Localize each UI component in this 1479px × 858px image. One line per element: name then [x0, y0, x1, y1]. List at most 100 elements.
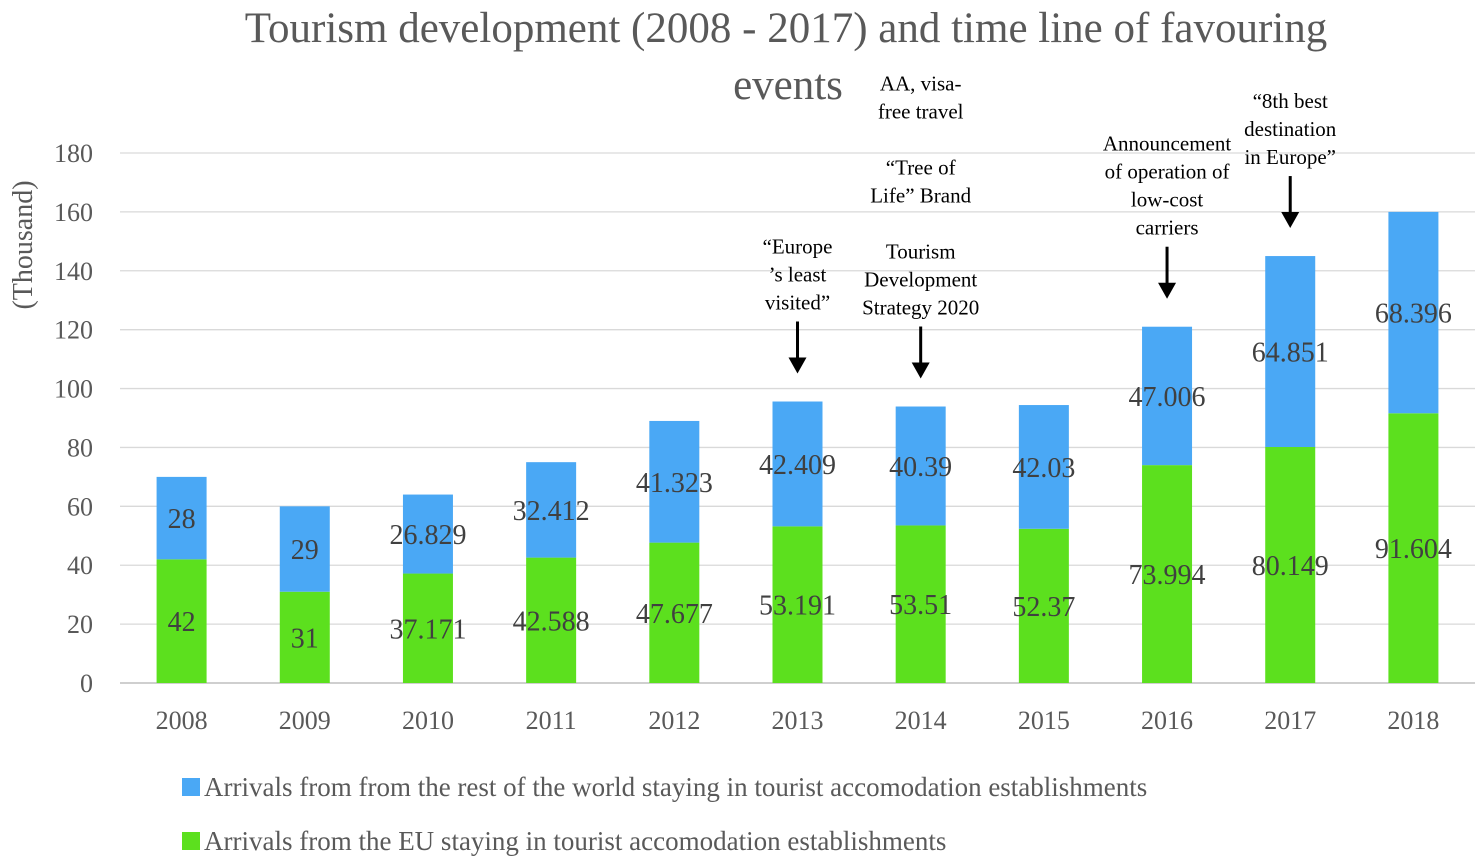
data-label-world-2017: 64.851 — [1252, 338, 1329, 369]
legend: Arrivals from from the rest of the world… — [182, 772, 1147, 856]
x-tick-label-2016: 2016 — [1141, 706, 1193, 735]
y-tick-label: 0 — [80, 669, 93, 698]
bar-world-2008 — [156, 476, 207, 560]
bars — [156, 211, 1439, 683]
y-tick-label: 20 — [67, 610, 93, 639]
data-label-eu-2016: 73.994 — [1129, 560, 1206, 591]
annotation-2013: “Europe ’s least visited” — [763, 235, 833, 374]
data-label-world-2008: 28 — [168, 504, 196, 535]
annotation-line: Strategy 2020 — [862, 296, 979, 320]
annotation-line: in Europe” — [1244, 145, 1336, 169]
bar-world-2011 — [526, 462, 577, 558]
y-tick-label: 40 — [67, 551, 93, 580]
y-tick-label: 160 — [54, 198, 93, 227]
x-tick-label-2011: 2011 — [526, 706, 577, 735]
annotation-2017: “8th best destination in Europe” — [1244, 89, 1337, 229]
data-label-world-2009: 29 — [291, 535, 319, 566]
bar-world-2018 — [1388, 211, 1439, 414]
annotation-line: of operation of — [1105, 160, 1230, 184]
annotation-line: “8th best — [1253, 89, 1328, 113]
x-tick-label-2017: 2017 — [1264, 706, 1316, 735]
bar-eu-2013 — [772, 526, 823, 683]
bar-eu-2009 — [279, 591, 330, 683]
data-label-eu-2012: 47.677 — [636, 599, 713, 630]
legend-label-world: Arrivals from from the rest of the world… — [204, 772, 1147, 802]
chart-title-line-2: events — [733, 62, 843, 109]
data-label-world-2010: 26.829 — [389, 520, 466, 551]
bar-eu-2014 — [895, 525, 946, 683]
data-label-eu-2010: 37.171 — [389, 614, 466, 645]
bar-eu-2018 — [1388, 413, 1439, 683]
bar-world-2012 — [649, 420, 700, 543]
annotation-line: visited” — [765, 291, 830, 315]
data-label-eu-2018: 91.604 — [1375, 534, 1452, 565]
data-label-eu-2015: 52.37 — [1012, 592, 1075, 623]
bar-world-2015 — [1018, 405, 1069, 529]
data-label-eu-2013: 53.191 — [759, 591, 836, 622]
x-tick-label-2018: 2018 — [1387, 706, 1439, 735]
annotation-line: ’s least — [769, 263, 827, 287]
bar-eu-2015 — [1018, 528, 1069, 683]
annotations: “Europe ’s least visited” AA, visa-free tra… — [763, 72, 1337, 379]
annotation-arrow-head — [1158, 282, 1177, 299]
annotation-line: Development — [864, 268, 977, 292]
bar-world-2017 — [1265, 256, 1316, 448]
annotation-line: Announcement — [1103, 132, 1231, 156]
y-tick-label: 140 — [54, 257, 93, 286]
annotation-2014: AA, visa-free travel “Tree of Life” Brand T… — [862, 72, 979, 379]
data-labels: 42 28 31 29 37.171 26.829 42.588 32.412 47.677 41… — [168, 299, 1452, 655]
legend-swatch-world — [182, 778, 200, 796]
annotation-arrow-head — [911, 362, 930, 379]
y-tick-label: 100 — [54, 375, 93, 404]
x-tick-label-2013: 2013 — [772, 706, 824, 735]
data-label-world-2013: 42.409 — [759, 450, 836, 481]
bar-eu-2011 — [526, 557, 577, 683]
annotation-line: free travel — [878, 100, 964, 124]
bar-world-2009 — [279, 506, 330, 592]
annotation-line: “Tree of — [886, 156, 956, 180]
bar-eu-2017 — [1265, 447, 1316, 683]
y-axis-ticks: 0 20 40 60 80 100 120 140 160 180 — [54, 139, 93, 698]
x-tick-label-2009: 2009 — [279, 706, 331, 735]
data-label-world-2016: 47.006 — [1129, 382, 1206, 413]
y-tick-label: 60 — [67, 492, 93, 521]
y-tick-label: 80 — [67, 433, 93, 462]
annotation-line: Life” Brand — [870, 184, 971, 208]
bar-eu-2008 — [156, 559, 207, 683]
annotation-line: AA, visa- — [880, 72, 962, 96]
bar-world-2014 — [895, 406, 946, 526]
annotation-line: low-cost — [1131, 188, 1203, 212]
annotation-line: “Europe — [763, 235, 833, 259]
x-tick-label-2010: 2010 — [402, 706, 454, 735]
annotation-arrow-head — [1281, 212, 1300, 229]
x-tick-label-2008: 2008 — [156, 706, 208, 735]
x-tick-label-2015: 2015 — [1018, 706, 1070, 735]
data-label-world-2012: 41.323 — [636, 468, 713, 499]
annotation-arrow-head — [788, 357, 807, 374]
x-tick-label-2014: 2014 — [895, 706, 947, 735]
x-axis-ticks: 2008 2009 2010 2011 2012 2013 2014 2015 2016 2017… — [156, 706, 1440, 735]
bar-world-2013 — [772, 401, 823, 527]
annotation-2016: Announcement of operation of low-cost carri… — [1103, 132, 1231, 299]
y-tick-label: 120 — [54, 316, 93, 345]
bar-world-2010 — [402, 494, 453, 574]
data-label-eu-2011: 42.588 — [513, 606, 590, 637]
x-tick-label-2012: 2012 — [648, 706, 700, 735]
annotation-line: Tourism — [886, 240, 956, 264]
bar-eu-2012 — [649, 542, 700, 683]
data-label-world-2011: 32.412 — [513, 496, 590, 527]
bar-world-2016 — [1142, 326, 1193, 466]
bar-eu-2016 — [1142, 465, 1193, 683]
data-label-eu-2008: 42 — [168, 607, 196, 638]
bar-eu-2010 — [402, 573, 453, 683]
chart-title-line-1: Tourism development (2008 - 2017) and ti… — [245, 5, 1328, 52]
annotation-line: carriers — [1136, 216, 1199, 240]
data-label-eu-2014: 53.51 — [889, 590, 952, 621]
data-label-eu-2009: 31 — [291, 623, 319, 654]
data-label-world-2015: 42.03 — [1012, 453, 1075, 484]
data-label-eu-2017: 80.149 — [1252, 551, 1329, 582]
legend-label-eu: Arrivals from the EU staying in tourist … — [204, 826, 946, 856]
y-tick-label: 180 — [54, 139, 93, 168]
y-axis-label: (Thousand) — [8, 180, 39, 309]
